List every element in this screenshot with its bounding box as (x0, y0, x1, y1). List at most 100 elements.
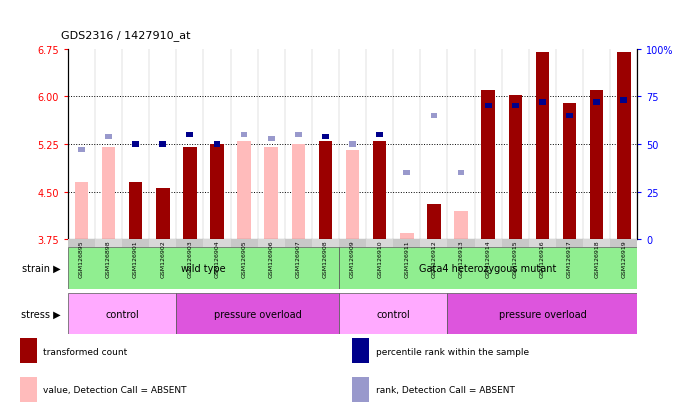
Bar (366, 240, 393, 248)
Bar (454, 211, 468, 240)
Bar (458, 171, 464, 176)
Bar (502, 240, 529, 248)
Text: GSM126908: GSM126908 (323, 240, 328, 278)
Text: GSM126909: GSM126909 (350, 240, 355, 278)
Bar (78, 147, 85, 153)
Bar (431, 114, 437, 119)
Bar (176, 240, 203, 248)
Bar (339, 248, 637, 289)
Text: GSM126903: GSM126903 (187, 240, 193, 278)
Bar (183, 148, 197, 240)
Bar (149, 240, 176, 248)
Bar (339, 293, 447, 335)
Text: GDS2316 / 1427910_at: GDS2316 / 1427910_at (61, 31, 191, 41)
Bar (353, 339, 369, 363)
Text: GSM126895: GSM126895 (79, 240, 84, 278)
Bar (556, 240, 583, 248)
Bar (539, 100, 546, 105)
Bar (75, 183, 88, 240)
Text: pressure overload: pressure overload (214, 309, 302, 319)
Bar (68, 293, 176, 335)
Bar (400, 233, 414, 240)
Text: GSM126914: GSM126914 (485, 240, 491, 278)
Bar (485, 104, 492, 109)
Text: GSM126907: GSM126907 (296, 240, 301, 278)
Bar (231, 240, 258, 248)
Bar (203, 240, 231, 248)
Bar (610, 240, 637, 248)
Text: Gata4 heterozygous mutant: Gata4 heterozygous mutant (420, 263, 557, 273)
Text: GSM126905: GSM126905 (241, 240, 247, 278)
Text: GSM126901: GSM126901 (133, 240, 138, 278)
Bar (214, 142, 220, 147)
Bar (536, 53, 549, 240)
Bar (566, 114, 573, 119)
Bar (264, 148, 278, 240)
Bar (620, 98, 627, 104)
Text: GSM126906: GSM126906 (268, 240, 274, 278)
Bar (447, 240, 475, 248)
Text: GSM126919: GSM126919 (621, 240, 626, 278)
Bar (295, 133, 302, 138)
Text: rank, Detection Call = ABSENT: rank, Detection Call = ABSENT (376, 385, 515, 394)
Bar (339, 240, 366, 248)
Bar (393, 240, 420, 248)
Bar (156, 189, 170, 240)
Bar (176, 293, 339, 335)
Text: control: control (376, 309, 410, 319)
Text: GSM126904: GSM126904 (214, 240, 220, 278)
Text: GSM126902: GSM126902 (160, 240, 165, 278)
Bar (237, 141, 251, 240)
Text: pressure overload: pressure overload (498, 309, 586, 319)
Bar (258, 240, 285, 248)
Bar (292, 145, 305, 240)
Bar (20, 377, 37, 402)
Text: stress ▶: stress ▶ (22, 309, 61, 319)
Bar (427, 205, 441, 240)
Bar (241, 133, 247, 138)
Bar (129, 183, 142, 240)
Text: GSM126915: GSM126915 (513, 240, 518, 278)
Text: transformed count: transformed count (43, 347, 127, 356)
Bar (105, 134, 112, 140)
Text: GSM126898: GSM126898 (106, 240, 111, 278)
Text: percentile rank within the sample: percentile rank within the sample (376, 347, 529, 356)
Text: control: control (105, 309, 139, 319)
Bar (132, 142, 139, 147)
Bar (376, 133, 383, 138)
Text: wild type: wild type (181, 263, 226, 273)
Text: value, Detection Call = ABSENT: value, Detection Call = ABSENT (43, 385, 187, 394)
Bar (593, 100, 600, 105)
Bar (481, 91, 495, 240)
Bar (68, 240, 95, 248)
Bar (122, 240, 149, 248)
Text: GSM126913: GSM126913 (458, 240, 464, 278)
Bar (322, 134, 329, 140)
Bar (346, 151, 359, 240)
Text: GSM126917: GSM126917 (567, 240, 572, 278)
Bar (447, 293, 637, 335)
Bar (373, 141, 386, 240)
Bar (319, 141, 332, 240)
Text: GSM126912: GSM126912 (431, 240, 437, 278)
Bar (186, 133, 193, 138)
Bar (529, 240, 556, 248)
Bar (583, 240, 610, 248)
Text: GSM126918: GSM126918 (594, 240, 599, 278)
Bar (353, 377, 369, 402)
Text: GSM126910: GSM126910 (377, 240, 382, 278)
Bar (159, 142, 166, 147)
Bar (508, 96, 522, 240)
Bar (285, 240, 312, 248)
Bar (563, 103, 576, 240)
Text: GSM126916: GSM126916 (540, 240, 545, 278)
Text: strain ▶: strain ▶ (22, 263, 61, 273)
Bar (403, 171, 410, 176)
Text: GSM126911: GSM126911 (404, 240, 410, 278)
Bar (512, 104, 519, 109)
Bar (268, 136, 275, 142)
Bar (617, 53, 631, 240)
Bar (68, 248, 339, 289)
Bar (420, 240, 447, 248)
Bar (95, 240, 122, 248)
